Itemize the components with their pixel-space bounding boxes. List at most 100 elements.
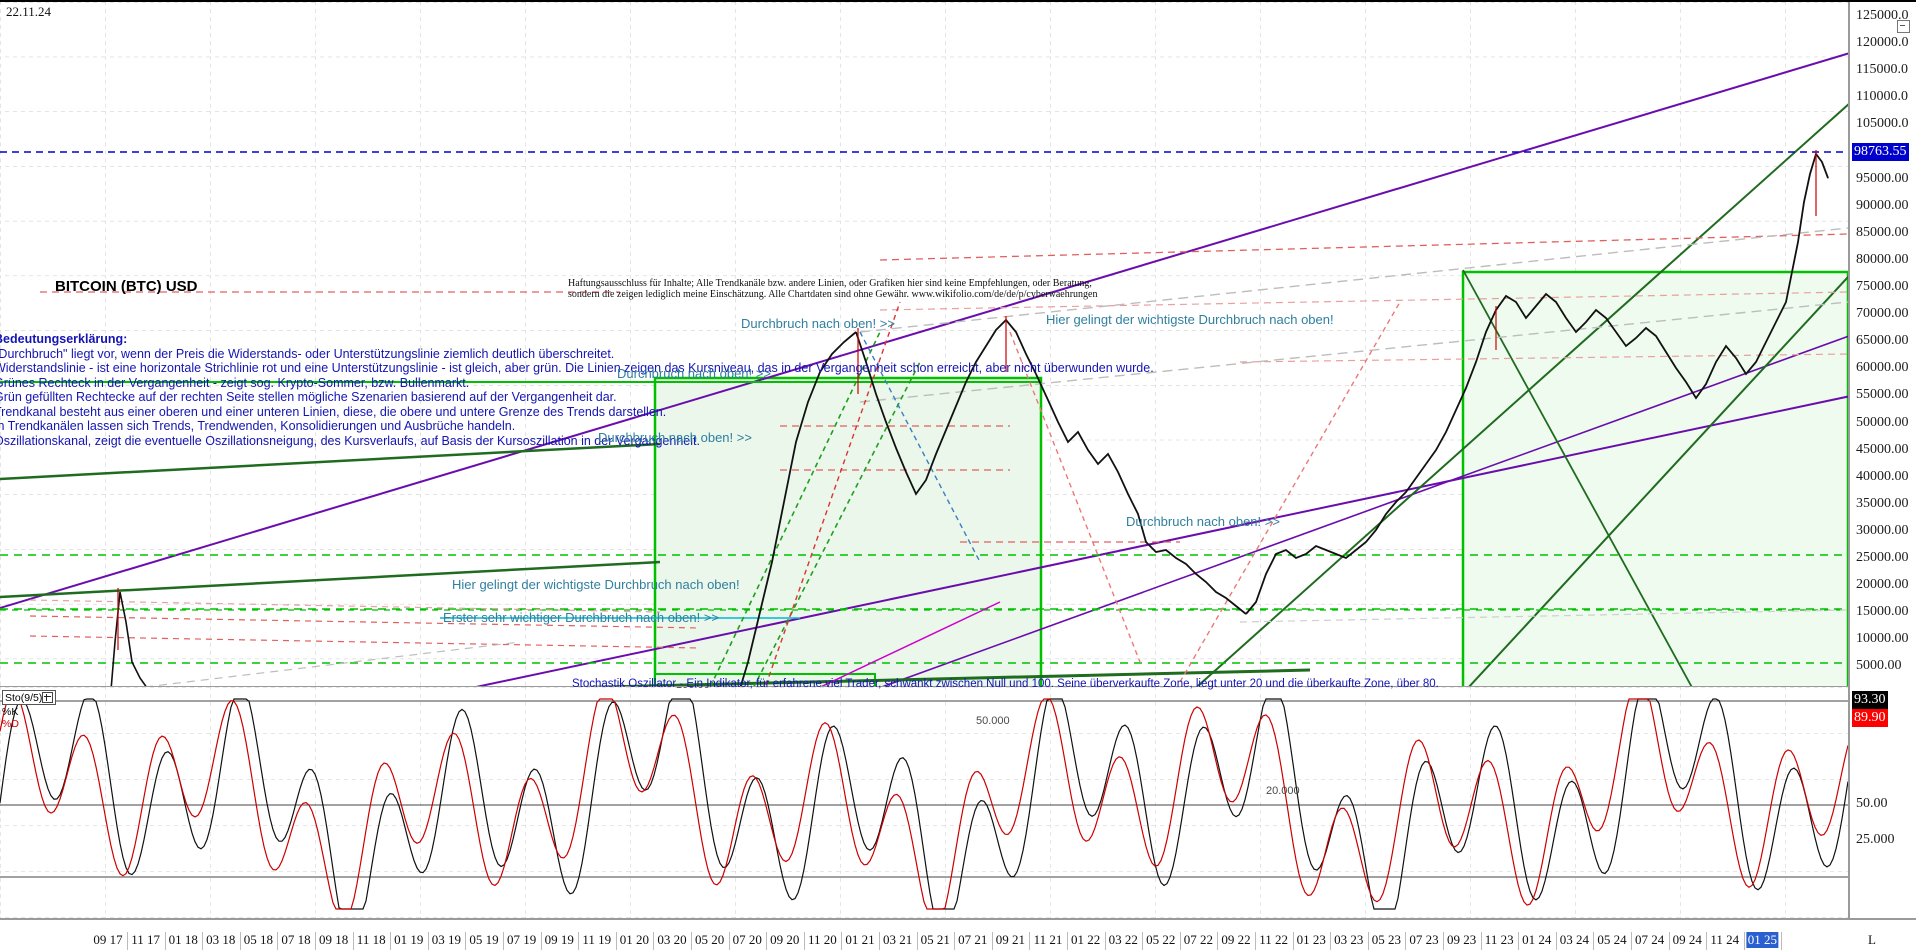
- date-tick-01-21[interactable]: 01 21: [845, 932, 875, 947]
- trend-purple-upper: [0, 52, 1848, 610]
- trend-green-top: [0, 442, 661, 481]
- breakout-dotted-3: [859, 331, 981, 563]
- date-tick-05-22[interactable]: 05 22: [1146, 932, 1176, 947]
- red-dotted-1: [764, 301, 901, 686]
- date-tick-separator: [352, 932, 354, 950]
- scenario-box-future: [1461, 270, 1848, 686]
- date-tick-separator: [1631, 932, 1632, 950]
- date-tick-01-23[interactable]: 01 23: [1296, 932, 1326, 947]
- date-tick-07-19[interactable]: 07 19: [506, 932, 537, 947]
- date-tick-separator: [315, 932, 316, 950]
- date-tick-11-17[interactable]: 11 17: [131, 932, 160, 947]
- date-tick-01-22[interactable]: 01 22: [1070, 932, 1101, 947]
- date-tick-separator: [503, 932, 504, 950]
- date-tick-11-21[interactable]: 11 21: [1033, 932, 1063, 947]
- date-tick-07-24[interactable]: 07 24: [1634, 932, 1665, 947]
- resistance-line-3: [879, 291, 1848, 311]
- date-tick-01-25[interactable]: 01 25: [1746, 932, 1779, 948]
- date-tick-separator: [615, 932, 617, 950]
- date-tick-03-23[interactable]: 03 23: [1334, 932, 1364, 947]
- date-tick-separator: [1142, 932, 1144, 950]
- axis-corner-label: L: [1868, 932, 1876, 947]
- date-tick-05-19[interactable]: 05 19: [469, 932, 499, 947]
- date-tick-separator: [465, 932, 467, 950]
- stochastic-svg: [0, 687, 1848, 919]
- stochastic-legend[interactable]: Sto(9/5) %K %D: [2, 690, 56, 730]
- date-tick-09-17[interactable]: 09 17: [93, 932, 123, 947]
- date-tick-03-20[interactable]: 03 20: [657, 932, 687, 947]
- date-tick-09-19[interactable]: 09 19: [544, 932, 574, 947]
- date-tick-separator: [1480, 932, 1482, 950]
- date-tick-separator: [1443, 932, 1444, 950]
- date-tick-05-23[interactable]: 05 23: [1371, 932, 1402, 947]
- date-tick-09-23[interactable]: 09 23: [1446, 932, 1477, 947]
- date-tick-05-18[interactable]: 05 18: [243, 932, 274, 947]
- date-tick-05-20[interactable]: 05 20: [694, 932, 725, 947]
- date-tick-separator: [127, 932, 128, 950]
- date-tick-03-19[interactable]: 03 19: [431, 932, 462, 947]
- annotation-major-breakout-right: Hier gelingt der wichtigste Durchbruch n…: [1046, 312, 1334, 327]
- date-tick-01-19[interactable]: 01 19: [394, 932, 424, 947]
- price-tick-40000-00: 40000.00: [1856, 468, 1909, 484]
- date-tick-11-19[interactable]: 11 19: [582, 932, 612, 947]
- date-tick-01-20[interactable]: 01 20: [619, 932, 650, 947]
- date-tick-03-18[interactable]: 03 18: [206, 932, 236, 947]
- annotation-breakout-4: Durchbruch nach oben! >>: [1126, 514, 1280, 529]
- trend-green-falling-1: [1462, 269, 1693, 686]
- date-tick-11-20[interactable]: 11 20: [808, 932, 837, 947]
- date-tick-07-23[interactable]: 07 23: [1409, 932, 1439, 947]
- date-tick-07-21[interactable]: 07 21: [958, 932, 988, 947]
- legend-line-6: Oszillationskanal, zeigt die eventuelle …: [0, 433, 700, 448]
- date-tick-separator: [390, 932, 392, 950]
- date-tick-11-24[interactable]: 11 24: [1710, 932, 1740, 947]
- date-tick-01-24[interactable]: 01 24: [1522, 932, 1552, 947]
- legend-line-0: "Durchbruch" liegt vor, wenn der Preis d…: [0, 346, 615, 361]
- date-tick-separator: [1367, 932, 1369, 950]
- date-tick-11-18[interactable]: 11 18: [356, 932, 386, 947]
- trend-green-base: [582, 668, 1311, 686]
- price-tick-110000-0: 110000.0: [1856, 89, 1908, 105]
- date-tick-11-22[interactable]: 11 22: [1259, 932, 1288, 947]
- date-tick-07-22[interactable]: 07 22: [1183, 932, 1214, 947]
- stochastic-oscillator-pane[interactable]: 100.00 50.000 20.000: [0, 686, 1848, 919]
- date-tick-separator: [1255, 932, 1256, 950]
- annotation-major-breakout-left: Hier gelingt der wichtigste Durchbruch n…: [452, 577, 740, 592]
- price-chart-pane[interactable]: BITCOIN (BTC) USD Haftungsausschluss für…: [0, 2, 1848, 686]
- expand-icon[interactable]: [42, 692, 53, 703]
- price-tick-50000-00: 50000.00: [1856, 414, 1909, 430]
- date-tick-09-22[interactable]: 09 22: [1221, 932, 1251, 947]
- legend-explanation: Bedeutungserklärung: "Durchbruch" liegt …: [0, 332, 1154, 448]
- date-tick-09-21[interactable]: 09 21: [995, 932, 1026, 947]
- date-tick-01-18[interactable]: 01 18: [168, 932, 198, 947]
- stoch-d-value-badge: 89.90: [1852, 709, 1888, 727]
- trend-green-rising-2: [1468, 275, 1848, 686]
- annotation-breakout-3: Durchbruch nach oben! >>: [598, 430, 752, 445]
- resistance-line-2: [879, 233, 1848, 261]
- date-tick-03-24[interactable]: 03 24: [1559, 932, 1590, 947]
- legend-line-2: Grünes Rechteck in der Vergangenheit - z…: [0, 375, 470, 390]
- date-tick-03-22[interactable]: 03 22: [1108, 932, 1138, 947]
- date-tick-09-20[interactable]: 09 20: [770, 932, 800, 947]
- price-tick-10000-00: 10000.00: [1856, 631, 1909, 647]
- date-tick-07-18[interactable]: 07 18: [281, 932, 311, 947]
- resistance-line-10: [1239, 353, 1848, 363]
- date-tick-09-18[interactable]: 09 18: [318, 932, 349, 947]
- date-tick-11-23[interactable]: 11 23: [1484, 932, 1514, 947]
- date-tick-09-24[interactable]: 09 24: [1672, 932, 1702, 947]
- date-tick-07-20[interactable]: 07 20: [732, 932, 762, 947]
- trend-purple-mid: [882, 335, 1848, 686]
- date-tick-separator: [239, 932, 241, 950]
- price-tick-35000-00: 35000.00: [1856, 495, 1909, 511]
- disclaimer-line-2: sondern die zeigen lediglich meine Einsc…: [568, 289, 1098, 300]
- collapse-icon[interactable]: [1897, 20, 1910, 33]
- date-tick-03-21[interactable]: 03 21: [882, 932, 913, 947]
- stoch-k-value-badge: 93.30: [1852, 691, 1888, 709]
- date-tick-05-24[interactable]: 05 24: [1597, 932, 1627, 947]
- stoch-indicator-row[interactable]: Sto(9/5): [2, 690, 56, 705]
- annotation-first-breakout: Erster sehr wichtiger Durchbruch nach ob…: [443, 610, 720, 625]
- date-tick-05-21[interactable]: 05 21: [920, 932, 950, 947]
- price-axis[interactable]: 125000.0 120000.0 115000.0 110000.0 105000.0…: [1848, 2, 1916, 918]
- price-tick-25000-00: 25000.00: [1856, 550, 1909, 565]
- stoch-d-label: %D: [2, 718, 19, 730]
- date-axis[interactable]: L 09 17 11 17 01 18 03 18 05 18 07 18 09 18 11 …: [0, 918, 1916, 950]
